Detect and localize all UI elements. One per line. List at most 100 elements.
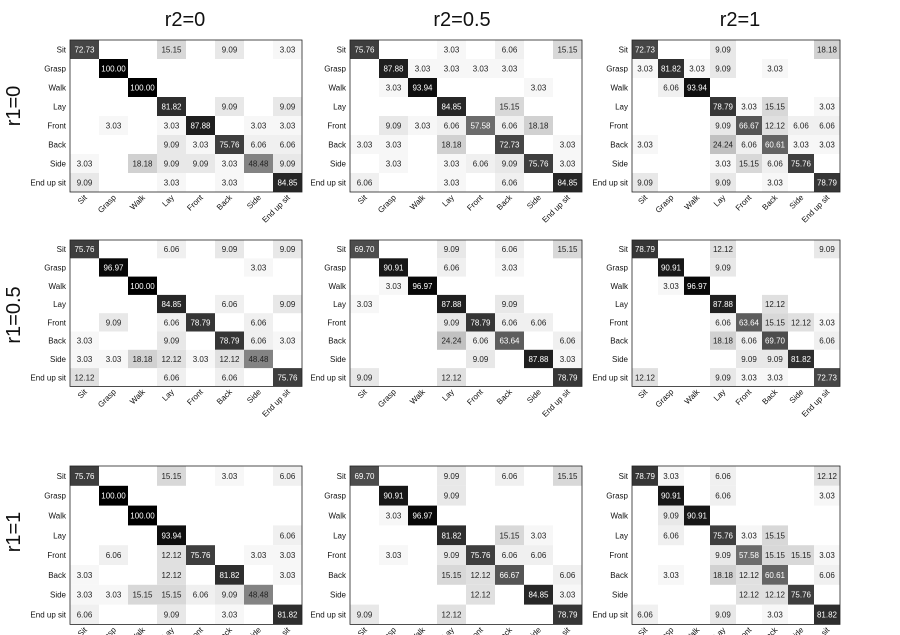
heatmap-cell — [814, 116, 840, 135]
cell-value-label: 96.97 — [687, 282, 708, 291]
y-tick-label: Sit — [57, 472, 67, 481]
heatmap-cell — [70, 604, 99, 625]
heatmap-cell — [762, 331, 788, 350]
y-tick-label: Grasp — [606, 263, 628, 272]
cell-value-label: 9.09 — [77, 179, 93, 188]
y-tick-label: Back — [48, 337, 67, 346]
cell-value-label: 6.06 — [357, 179, 373, 188]
cell-value-label: 3.03 — [767, 65, 783, 74]
y-tick-label: Lay — [615, 531, 628, 540]
heatmap-cell — [814, 173, 840, 192]
heatmap-cell — [524, 584, 553, 605]
y-tick-label: Front — [609, 318, 628, 327]
y-tick-label: Walk — [329, 84, 347, 93]
panel-frame — [349, 465, 583, 625]
cell-value-label: 6.06 — [251, 141, 267, 150]
cell-value-label: 12.12 — [817, 472, 838, 481]
cell-value-label: 6.06 — [502, 46, 518, 55]
y-tick-label: Lay — [53, 103, 66, 112]
heatmap-panel-r2-c1: 75.76 6.06 9.09 9.09 96.97 3.03 100.00 84.85 6.0… — [30, 239, 303, 419]
y-tick-label: Back — [328, 141, 347, 150]
y-tick-label: Sit — [337, 472, 347, 481]
heatmap-cell — [99, 584, 128, 605]
cell-value-label: 6.06 — [531, 551, 547, 560]
heatmap-cell — [762, 154, 788, 173]
heatmap-cell — [437, 97, 466, 116]
heatmap-cell — [684, 78, 710, 97]
x-tick-label: Lay — [160, 625, 175, 635]
cell-value-label: 3.03 — [502, 263, 518, 272]
heatmap-cell — [437, 258, 466, 277]
heatmap-cell — [495, 154, 524, 173]
cell-value-label: 3.03 — [444, 160, 460, 169]
cell-value-label: 100.00 — [130, 282, 155, 291]
heatmap-cell — [814, 40, 840, 59]
cell-value-label: 15.15 — [765, 551, 786, 560]
heatmap-cell — [157, 349, 186, 369]
y-tick-label: Lay — [333, 300, 346, 309]
cell-value-label: 12.12 — [161, 571, 182, 580]
x-tick-label: Side — [525, 193, 543, 211]
panel-frame — [631, 39, 841, 193]
heatmap-cell — [553, 349, 582, 369]
panel-frame — [349, 39, 583, 193]
x-tick-label: Lay — [440, 193, 455, 208]
heatmap-cell — [99, 116, 128, 135]
cell-value-label: 3.03 — [164, 179, 180, 188]
row-title-1: r1=0 — [3, 86, 25, 127]
heatmap-cell — [379, 135, 408, 154]
cell-value-label: 3.03 — [164, 122, 180, 131]
heatmap-panel-r1-c1: 72.73 15.15 9.09 3.03 100.00 100.00 81.82 9.09 9… — [30, 39, 303, 225]
y-tick-label: Lay — [53, 300, 66, 309]
heatmap-cell — [99, 258, 128, 277]
heatmap-cell — [244, 331, 273, 350]
heatmap-cell — [379, 485, 408, 506]
cell-value-label: 3.03 — [560, 160, 576, 169]
heatmap-cell — [814, 485, 840, 506]
heatmap-cell — [186, 349, 215, 369]
heatmap-cell — [814, 565, 840, 585]
heatmap-cell — [762, 368, 788, 387]
y-tick-label: Lay — [615, 300, 628, 309]
y-tick-label: Walk — [611, 512, 629, 521]
cell-value-label: 9.09 — [715, 65, 731, 74]
x-tick-label: Grasp — [376, 625, 398, 635]
cell-value-label: 6.06 — [77, 611, 93, 620]
cell-value-label: 3.03 — [386, 141, 402, 150]
cell-value-label: 75.76 — [74, 245, 95, 254]
heatmap-cell — [788, 584, 814, 605]
cell-value-label: 3.03 — [222, 160, 238, 169]
heatmap-cell — [658, 59, 684, 78]
heatmap-cell — [70, 466, 99, 486]
heatmap-cell — [788, 154, 814, 173]
x-tick-label: Sit — [636, 625, 650, 635]
cell-value-label: 3.03 — [819, 551, 835, 560]
heatmap-cell — [186, 545, 215, 565]
cell-value-label: 69.70 — [354, 245, 375, 254]
x-tick-label: Sit — [636, 387, 650, 401]
cell-value-label: 6.06 — [560, 337, 576, 346]
heatmap-cell — [244, 545, 273, 565]
heatmap-cell — [553, 40, 582, 59]
cell-value-label: 15.15 — [765, 103, 786, 112]
cell-value-label: 9.09 — [444, 472, 460, 481]
cell-value-label: 3.03 — [689, 65, 705, 74]
heatmap-cell — [814, 604, 840, 625]
y-tick-label: Front — [609, 122, 628, 131]
x-tick-label: Lay — [160, 193, 175, 208]
y-tick-label: Front — [47, 318, 66, 327]
cell-value-label: 48.48 — [248, 591, 269, 600]
cell-value-label: 3.03 — [444, 179, 460, 188]
heatmap-cell — [710, 525, 736, 546]
cell-value-label: 15.15 — [557, 245, 578, 254]
x-tick-label: Walk — [683, 387, 702, 406]
cell-value-label: 12.12 — [219, 355, 240, 364]
heatmap-cell — [244, 258, 273, 277]
row-title-3: r1=1 — [3, 512, 25, 553]
cell-value-label: 87.88 — [441, 300, 462, 309]
heatmap-cell — [215, 97, 244, 116]
cell-value-label: 6.06 — [531, 318, 547, 327]
heatmap-cell — [466, 154, 495, 173]
y-tick-label: Sit — [619, 472, 629, 481]
cell-value-label: 3.03 — [280, 571, 296, 580]
